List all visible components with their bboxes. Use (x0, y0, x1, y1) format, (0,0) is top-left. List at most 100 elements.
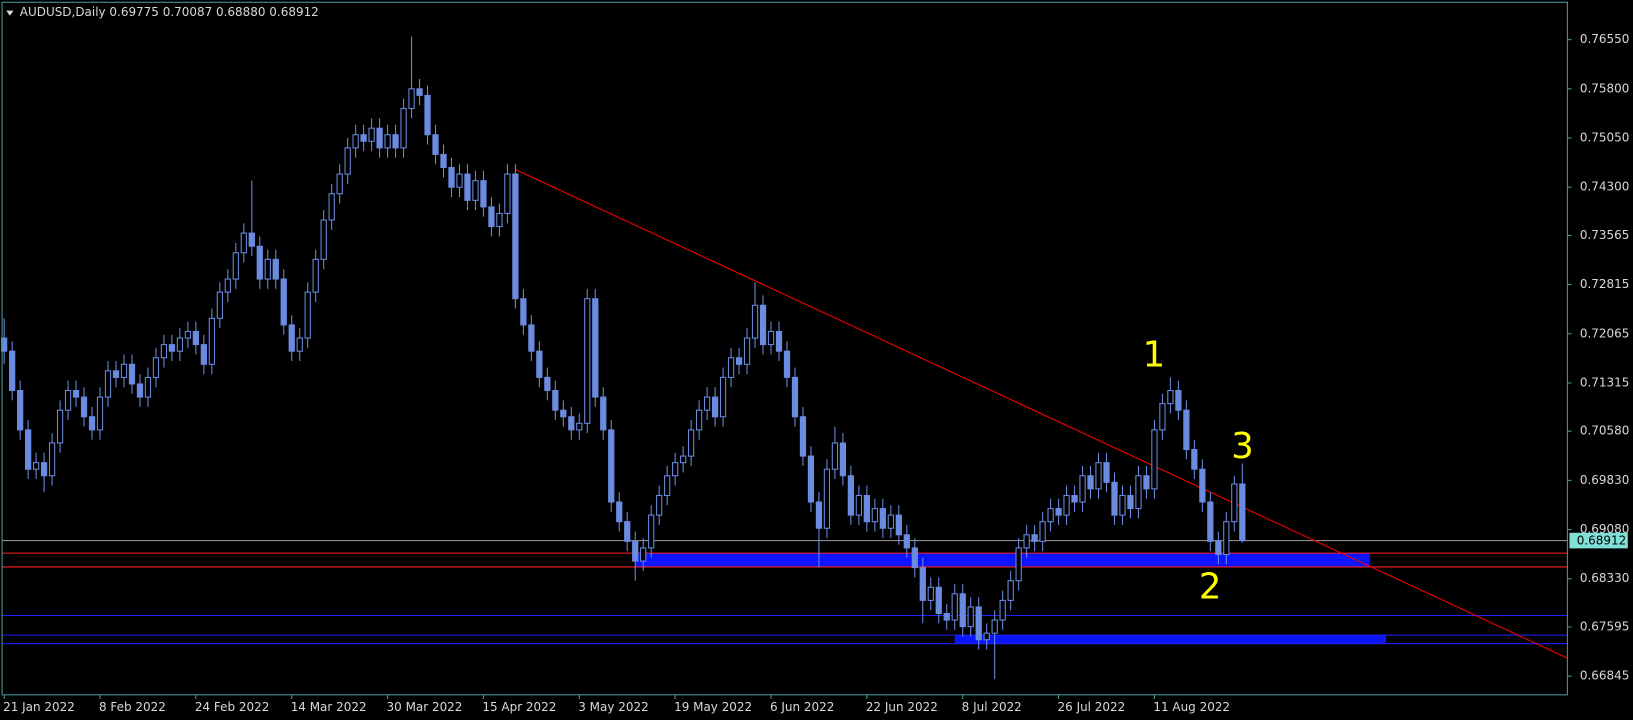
candle-body (927, 586, 934, 601)
candle-body (1111, 481, 1118, 516)
candle-body (464, 173, 471, 201)
candle-body (168, 344, 176, 352)
y-tick-label: 0.73565 (1580, 228, 1630, 242)
candle-body (112, 370, 120, 378)
plot-area (1, 36, 1568, 680)
price-zone (635, 553, 1371, 567)
candle-body (1071, 494, 1078, 503)
candle-body (240, 232, 247, 254)
price-label-box (1569, 532, 1628, 549)
candle-body (1191, 449, 1198, 470)
candle-body (25, 429, 32, 470)
y-tick-label: 0.66845 (1580, 669, 1630, 683)
candle-body (184, 330, 192, 339)
candle-body (847, 475, 855, 516)
y-tick-label: 0.74300 (1580, 180, 1630, 194)
candle-body (192, 330, 200, 346)
candle-body (472, 180, 479, 201)
x-tick-label: 6 Jun 2022 (770, 700, 834, 714)
candle-body (264, 258, 271, 280)
candle-body (1135, 475, 1142, 510)
candle-body (440, 153, 447, 169)
candle-body (719, 376, 727, 418)
candle-body (592, 298, 599, 398)
candle-body (600, 396, 607, 431)
candle-body (791, 376, 799, 418)
candle-body (1087, 475, 1094, 490)
candle-body (799, 416, 807, 457)
y-tick-label: 0.75050 (1580, 131, 1630, 145)
candle-body (1199, 468, 1206, 503)
candle-body (855, 494, 863, 516)
candle-body (608, 429, 615, 503)
candle-body (424, 94, 431, 136)
candle-body (344, 147, 351, 175)
candle-body (759, 304, 767, 346)
annotation: 3 (1231, 426, 1254, 467)
candle-body (983, 632, 990, 641)
candle-body (640, 547, 647, 562)
candle-body (160, 344, 168, 359)
candle-body (1007, 580, 1014, 601)
candle-body (544, 376, 551, 392)
candle-body (480, 180, 487, 208)
candle-body (959, 593, 966, 628)
candle-body (1167, 389, 1174, 405)
candle-body (1023, 534, 1030, 549)
candle-body (743, 337, 751, 365)
candle-body (1047, 508, 1054, 523)
candle-body (703, 396, 711, 411)
candle-body (32, 462, 40, 470)
x-tick-label: 8 Feb 2022 (99, 700, 166, 714)
candle-body (1039, 521, 1046, 542)
candle-body (584, 298, 591, 424)
candle-body (616, 501, 623, 523)
candle-body (656, 494, 663, 516)
candle-body (72, 389, 80, 398)
candle-body (296, 337, 303, 352)
candle-body (216, 291, 223, 319)
candle-body (560, 409, 567, 418)
candle-body (823, 468, 831, 529)
candle-body (152, 357, 160, 378)
candle-body (1151, 429, 1158, 490)
candle-body (408, 88, 415, 110)
candle-body (1079, 475, 1086, 503)
candle-body (1127, 494, 1134, 510)
y-tick-label: 0.69830 (1580, 473, 1630, 487)
candle-body (576, 422, 583, 431)
y-tick-label: 0.71315 (1580, 375, 1630, 389)
candle-body (128, 363, 136, 385)
y-tick-label: 0.69080 (1580, 522, 1630, 536)
candle-body (552, 389, 559, 411)
annotation: 2 (1199, 567, 1222, 608)
candle-body (232, 252, 239, 280)
candle-body (680, 455, 687, 464)
candle-body (1215, 540, 1222, 555)
candle-body (1119, 494, 1126, 516)
candle-body (1183, 409, 1190, 451)
candle-body (1231, 483, 1238, 523)
x-tick-label: 30 Mar 2022 (387, 700, 463, 714)
candle-body (1175, 389, 1182, 411)
x-tick-label: 15 Apr 2022 (482, 700, 556, 714)
y-tick-label: 0.68330 (1580, 571, 1630, 585)
candle-body (664, 475, 671, 496)
candle-body (727, 357, 735, 378)
candle-body (336, 173, 343, 195)
candle-body (839, 442, 847, 477)
x-tick-label: 24 Feb 2022 (195, 700, 270, 714)
candle-body (1095, 462, 1102, 490)
candle-body (1015, 547, 1022, 582)
candle-body (504, 173, 511, 214)
y-tick-label: 0.76550 (1580, 32, 1630, 46)
candle-body (775, 330, 783, 352)
candle-body (248, 232, 255, 247)
candle-body (512, 173, 519, 300)
candle-body (624, 521, 631, 542)
candle-body (695, 409, 703, 431)
candle-body (80, 396, 88, 418)
x-tick-label: 26 Jul 2022 (1058, 700, 1126, 714)
